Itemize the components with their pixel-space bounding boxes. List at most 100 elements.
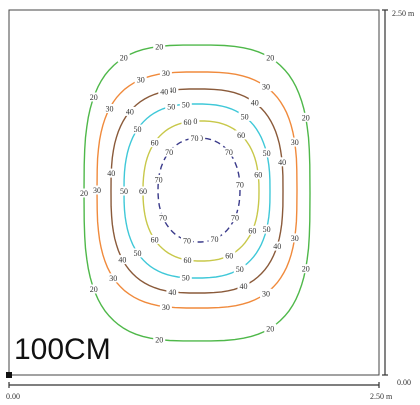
contour-label-50: 50 bbox=[134, 125, 142, 134]
contour-label-20: 20 bbox=[302, 113, 310, 122]
x-min-label: 0.00 bbox=[6, 392, 20, 401]
contour-label-50: 50 bbox=[241, 112, 249, 121]
contour-label-bg bbox=[116, 255, 129, 265]
contour-label-bg bbox=[131, 124, 144, 134]
contour-label-bg bbox=[181, 255, 194, 265]
contour-label-20: 20 bbox=[90, 285, 98, 294]
contour-label-40: 40 bbox=[273, 242, 281, 251]
contour-label-20: 20 bbox=[155, 336, 163, 345]
contour-label-bg bbox=[107, 273, 120, 283]
contour-label-50: 50 bbox=[167, 102, 175, 111]
contour-label-30: 30 bbox=[291, 234, 299, 243]
contour-label-bg bbox=[179, 99, 192, 109]
contour-label-50: 50 bbox=[182, 274, 190, 283]
contour-label-60: 60 bbox=[248, 226, 256, 235]
contour-label-50: 50 bbox=[182, 100, 190, 109]
contour-label-bg bbox=[276, 157, 289, 167]
contour-label-bg bbox=[237, 281, 250, 291]
contour-label-bg bbox=[188, 133, 201, 143]
contour-label-bg bbox=[166, 85, 179, 95]
contour-label-20: 20 bbox=[266, 324, 274, 333]
contour-label-bg bbox=[181, 235, 193, 245]
contour-label-bg bbox=[117, 53, 130, 63]
contour-label-50: 50 bbox=[236, 265, 244, 274]
contour-label-40: 40 bbox=[240, 282, 248, 291]
contour-label-30: 30 bbox=[106, 105, 114, 114]
contour-label-60: 60 bbox=[225, 252, 233, 261]
contour-label-bg bbox=[246, 225, 259, 235]
contour-label-bg bbox=[87, 284, 100, 294]
contour-label-20: 20 bbox=[120, 54, 128, 63]
contour-label-40: 40 bbox=[278, 158, 286, 167]
contour-label-bg bbox=[137, 186, 149, 196]
plot-frame bbox=[8, 9, 380, 376]
contour-label-bg bbox=[248, 98, 261, 107]
contour-label-20: 20 bbox=[266, 54, 274, 63]
contour-label-bg bbox=[159, 68, 172, 78]
contour-label-bg bbox=[208, 234, 221, 244]
contour-label-20: 20 bbox=[90, 93, 98, 102]
contour-label-30: 30 bbox=[291, 138, 299, 147]
contour-label-bg bbox=[163, 147, 176, 157]
contour-label-bg bbox=[153, 41, 166, 51]
contour-label-bg bbox=[153, 335, 166, 345]
contour-label-bg bbox=[157, 213, 169, 223]
contour-label-bg bbox=[260, 82, 272, 92]
contour-label-60: 60 bbox=[237, 131, 245, 140]
contour-label-bg bbox=[159, 302, 172, 312]
contour-label-30: 30 bbox=[162, 69, 170, 78]
contour-label-70: 70 bbox=[165, 148, 173, 157]
contour-label-bg bbox=[299, 264, 312, 274]
contour-label-bg bbox=[222, 147, 235, 157]
contour-label-bg bbox=[158, 87, 171, 96]
contour-label-60: 60 bbox=[184, 256, 192, 265]
contour-line-70 bbox=[157, 137, 241, 243]
y-max-label: 2.50 m bbox=[392, 9, 415, 18]
contour-label-bg bbox=[229, 213, 241, 223]
contour-label-bg bbox=[118, 186, 130, 196]
contour-label-40: 40 bbox=[118, 256, 126, 265]
contour-label-60: 60 bbox=[254, 171, 262, 180]
contour-label-bg bbox=[131, 248, 144, 258]
contour-label-bg bbox=[252, 170, 265, 180]
contour-label-bg bbox=[148, 234, 161, 244]
contour-label-bg bbox=[152, 174, 165, 184]
y-min-label: 0.00 bbox=[397, 378, 411, 387]
contour-label-bg bbox=[134, 75, 147, 84]
contour-label-70: 70 bbox=[191, 134, 199, 143]
contour-label-bg bbox=[223, 251, 236, 260]
contour-label-bg bbox=[87, 92, 100, 102]
contour-label-20: 20 bbox=[155, 42, 163, 51]
room-height-label: 100CM bbox=[14, 333, 111, 366]
contour-label-30: 30 bbox=[262, 83, 270, 92]
contour-label-bg bbox=[78, 188, 90, 198]
contour-label-60: 60 bbox=[184, 118, 192, 127]
contour-label-bg bbox=[260, 288, 272, 298]
contour-label-bg bbox=[181, 117, 194, 127]
contour-label-40: 40 bbox=[168, 86, 176, 95]
contour-label-bg bbox=[299, 112, 312, 122]
contour-label-30: 30 bbox=[109, 274, 117, 283]
origin-marker bbox=[6, 372, 12, 378]
contour-label-bg bbox=[123, 106, 136, 116]
contour-label-70: 70 bbox=[236, 180, 244, 189]
contour-label-bg bbox=[179, 273, 192, 283]
contour-label-40: 40 bbox=[126, 107, 134, 116]
contour-label-bg bbox=[260, 148, 273, 158]
contour-label-bg bbox=[233, 264, 246, 274]
contour-label-bg bbox=[148, 138, 161, 148]
contour-label-30: 30 bbox=[93, 186, 101, 195]
contour-label-70: 70 bbox=[231, 214, 239, 223]
contour-label-60: 60 bbox=[139, 187, 147, 196]
contour-label-bg bbox=[288, 137, 301, 147]
contour-label-40: 40 bbox=[251, 99, 259, 108]
contour-label-30: 30 bbox=[262, 289, 270, 298]
contour-label-70: 70 bbox=[183, 236, 191, 245]
contour-label-bg bbox=[264, 53, 277, 63]
contour-label-40: 40 bbox=[107, 169, 115, 178]
contour-label-30: 30 bbox=[162, 303, 170, 312]
contour-label-bg bbox=[271, 241, 284, 251]
contour-label-bg bbox=[103, 104, 116, 113]
contour-label-50: 50 bbox=[120, 187, 128, 196]
